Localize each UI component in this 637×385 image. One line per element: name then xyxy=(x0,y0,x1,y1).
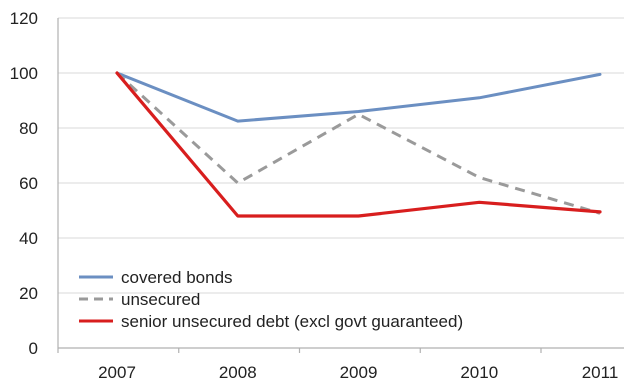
series-lines xyxy=(115,71,602,218)
x-tick-label: 2008 xyxy=(219,363,257,382)
y-tick-label: 20 xyxy=(19,284,38,303)
series-line-unsecured xyxy=(115,71,601,215)
y-tick-label: 0 xyxy=(29,339,38,358)
y-tick-label: 120 xyxy=(10,9,38,28)
grid xyxy=(58,17,624,294)
x-tick-label: 2007 xyxy=(98,363,136,382)
y-tick-label: 60 xyxy=(19,174,38,193)
x-tick-label: 2009 xyxy=(340,363,378,382)
x-tick-label: 2011 xyxy=(582,363,619,382)
legend: covered bonds unsecured senior unsecured d… xyxy=(79,268,463,331)
y-tick-label: 80 xyxy=(19,119,38,138)
x-tick-label: 2010 xyxy=(460,363,498,382)
legend-label: unsecured xyxy=(121,290,200,309)
legend-label: senior unsecured debt (excl govt guarant… xyxy=(121,312,463,331)
series-line-senior-unsecured-debt-excl-govt-guaranteed xyxy=(115,71,602,218)
series-line-covered-bonds xyxy=(115,71,602,123)
y-tick-label: 100 xyxy=(10,64,38,83)
axes: 0 20 40 60 80 100 120 2007 2008 2009 2010 2011 xyxy=(10,9,624,382)
legend-label: covered bonds xyxy=(121,268,233,287)
y-tick-label: 40 xyxy=(19,229,38,248)
